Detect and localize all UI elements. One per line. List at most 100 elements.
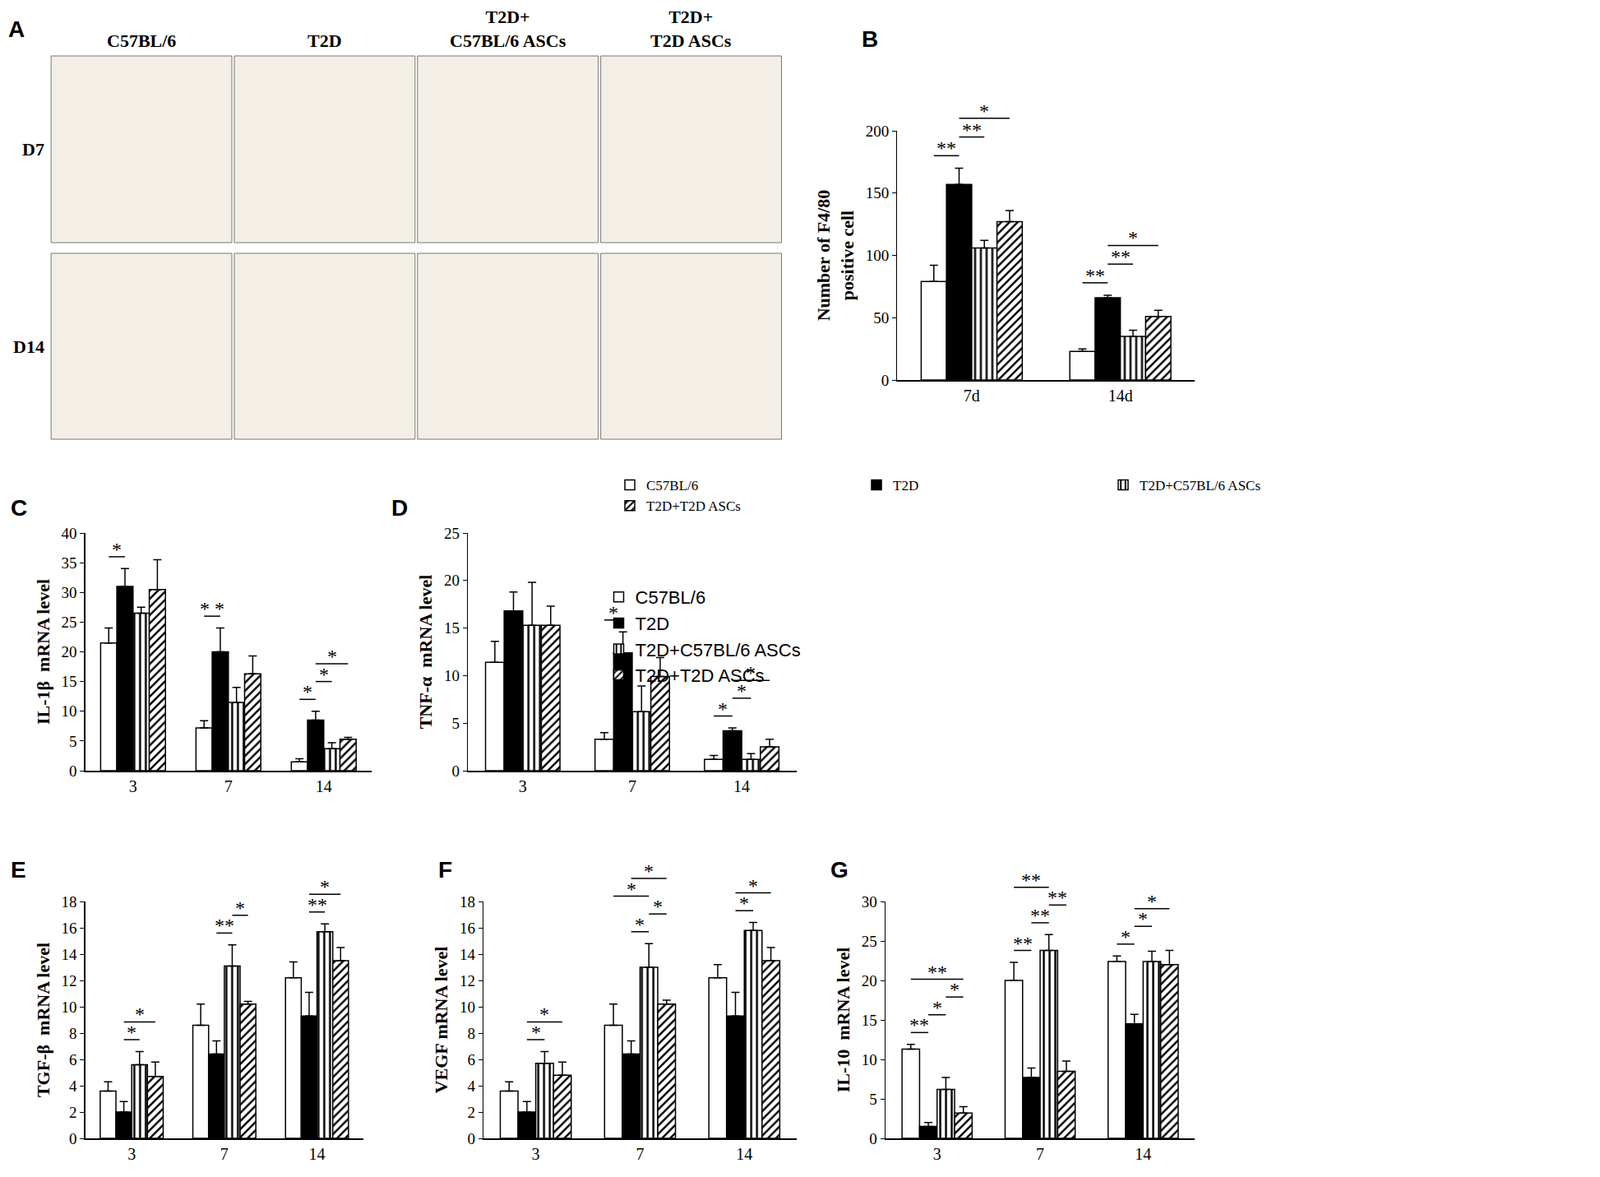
svg-text:**: ** [1047, 886, 1068, 908]
svg-text:Number of F4/80positive cell: Number of F4/80positive cell [813, 189, 858, 322]
svg-text:*: * [626, 878, 637, 900]
svg-text:IL-10 mRNA level: IL-10 mRNA level [832, 947, 854, 1093]
svg-text:150: 150 [865, 184, 890, 202]
svg-text:C57BL/6: C57BL/6 [646, 477, 699, 494]
svg-text:2: 2 [467, 1103, 476, 1121]
svg-text:*: * [748, 874, 759, 897]
svg-text:10: 10 [61, 998, 78, 1016]
svg-text:T2D: T2D [635, 613, 671, 634]
svg-text:T2D+T2D ASCs: T2D+T2D ASCs [650, 6, 732, 51]
svg-text:*: * [949, 978, 960, 1000]
svg-text:T2D+T2D ASCs: T2D+T2D ASCs [635, 665, 765, 686]
svg-text:G: G [830, 856, 849, 883]
svg-text:T2D: T2D [307, 30, 343, 51]
svg-text:TGF-β mRNA level: TGF-β mRNA level [32, 942, 54, 1097]
svg-text:14d: 14d [1108, 386, 1133, 405]
svg-text:5: 5 [451, 714, 460, 732]
svg-text:*: * [134, 1003, 145, 1025]
svg-text:15: 15 [443, 619, 460, 637]
svg-text:35: 35 [61, 554, 78, 572]
svg-text:0: 0 [69, 762, 78, 780]
svg-text:7: 7 [628, 776, 637, 796]
svg-text:T2D+C57BL/6 ASCs: T2D+C57BL/6 ASCs [1139, 477, 1261, 494]
svg-text:C: C [10, 494, 28, 521]
svg-text:*: * [235, 897, 246, 919]
svg-text:3: 3 [518, 776, 528, 796]
svg-text:C57BL/6: C57BL/6 [106, 30, 176, 51]
svg-text:30: 30 [61, 583, 78, 602]
svg-text:*: * [643, 860, 654, 882]
svg-text:14: 14 [459, 945, 477, 963]
svg-text:VEGF mRNA level: VEGF mRNA level [430, 946, 452, 1094]
svg-text:*: * [739, 892, 750, 914]
svg-text:*: * [319, 875, 330, 898]
svg-text:**: ** [307, 893, 328, 916]
svg-text:*: * [1128, 226, 1138, 249]
svg-text:25: 25 [61, 613, 78, 631]
svg-text:3: 3 [127, 1144, 136, 1163]
svg-text:*: * [302, 680, 313, 703]
svg-text:*: * [634, 913, 645, 935]
svg-text:7: 7 [1035, 1144, 1045, 1163]
svg-text:12: 12 [459, 971, 476, 990]
svg-text:*: * [979, 100, 990, 122]
svg-text:0: 0 [451, 762, 460, 780]
svg-text:200: 200 [865, 122, 890, 140]
svg-text:A: A [8, 16, 25, 42]
svg-text:*: * [717, 698, 728, 720]
svg-text:3: 3 [129, 776, 138, 796]
svg-text:7: 7 [220, 1144, 229, 1163]
svg-text:20: 20 [861, 971, 878, 990]
svg-text:18: 18 [459, 892, 476, 911]
svg-text:40: 40 [61, 524, 78, 542]
svg-text:**: ** [1021, 869, 1041, 891]
svg-text:14: 14 [1134, 1144, 1152, 1163]
svg-text:4: 4 [467, 1077, 476, 1095]
svg-text:3: 3 [933, 1144, 942, 1163]
svg-text:**: ** [936, 137, 957, 159]
svg-text:10: 10 [861, 1050, 878, 1069]
svg-text:T2D+T2D ASCs: T2D+T2D ASCs [646, 498, 741, 514]
svg-text:12: 12 [61, 971, 78, 990]
svg-text:**: ** [1012, 932, 1033, 954]
svg-text:50: 50 [873, 309, 889, 327]
svg-text:20: 20 [61, 642, 78, 661]
svg-text:F: F [438, 856, 453, 883]
svg-text:0: 0 [467, 1129, 476, 1147]
svg-text:100: 100 [865, 246, 890, 264]
svg-text:0: 0 [69, 1129, 78, 1147]
svg-text:6: 6 [69, 1050, 78, 1069]
svg-text:0: 0 [869, 1129, 878, 1147]
svg-text:*: * [1120, 925, 1131, 948]
svg-text:5: 5 [69, 732, 78, 750]
svg-text:D7: D7 [22, 138, 45, 160]
svg-text:14: 14 [309, 1144, 326, 1163]
svg-text:*: * [319, 663, 329, 685]
svg-text:D14: D14 [13, 336, 45, 357]
svg-text:7: 7 [224, 776, 233, 796]
svg-text:15: 15 [861, 1011, 878, 1029]
svg-text:20: 20 [443, 571, 460, 589]
svg-text:*: * [932, 996, 943, 1018]
svg-text:18: 18 [61, 892, 78, 911]
svg-text:E: E [10, 856, 27, 883]
svg-text:*: * [126, 1021, 137, 1043]
svg-text:8: 8 [467, 1024, 476, 1042]
svg-text:**: ** [1085, 264, 1106, 287]
svg-text:**: ** [961, 119, 982, 141]
svg-text:C57BL/6: C57BL/6 [635, 587, 707, 608]
svg-text:14: 14 [61, 945, 79, 963]
svg-text:15: 15 [61, 672, 78, 690]
svg-text:T2D: T2D [892, 477, 919, 494]
svg-text:0: 0 [881, 371, 890, 389]
svg-text:10: 10 [459, 998, 476, 1016]
svg-text:*: * [745, 661, 756, 684]
svg-text:T2D+C57BL/6 ASCs: T2D+C57BL/6 ASCs [449, 6, 567, 51]
svg-text:*: * [1146, 890, 1157, 912]
svg-text:8: 8 [69, 1024, 78, 1042]
svg-text:**: ** [214, 914, 235, 936]
svg-text:*: * [111, 538, 122, 560]
svg-text:B: B [861, 26, 879, 52]
svg-text:*: * [736, 679, 747, 702]
svg-text:14: 14 [315, 776, 333, 796]
